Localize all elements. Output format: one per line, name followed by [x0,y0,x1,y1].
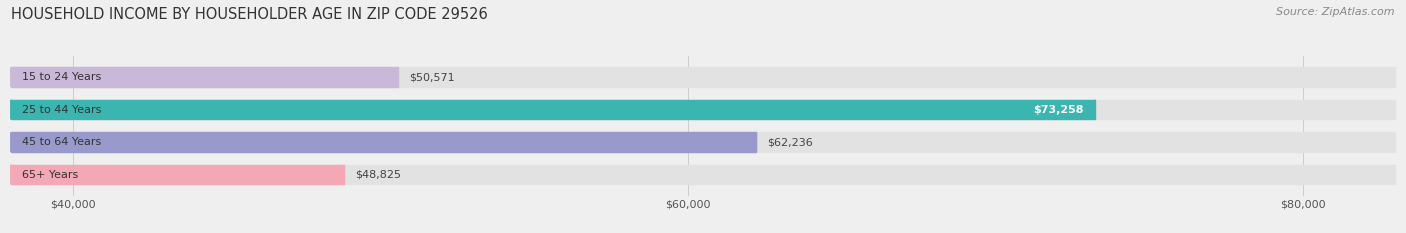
Bar [11,165,1395,184]
Bar [11,132,1395,152]
Text: $50,571: $50,571 [409,72,454,82]
Text: 25 to 44 Years: 25 to 44 Years [22,105,101,115]
Text: 15 to 24 Years: 15 to 24 Years [22,72,101,82]
Text: 65+ Years: 65+ Years [22,170,79,180]
Bar [11,132,756,152]
Text: 45 to 64 Years: 45 to 64 Years [22,137,101,147]
Text: $62,236: $62,236 [768,137,813,147]
Bar [11,100,1095,119]
Text: $73,258: $73,258 [1033,105,1084,115]
Text: HOUSEHOLD INCOME BY HOUSEHOLDER AGE IN ZIP CODE 29526: HOUSEHOLD INCOME BY HOUSEHOLDER AGE IN Z… [11,7,488,22]
Bar [11,67,1395,87]
Bar [11,165,344,184]
Text: Source: ZipAtlas.com: Source: ZipAtlas.com [1277,7,1395,17]
Bar [11,100,1395,119]
Text: $48,825: $48,825 [356,170,401,180]
Bar [11,67,398,87]
